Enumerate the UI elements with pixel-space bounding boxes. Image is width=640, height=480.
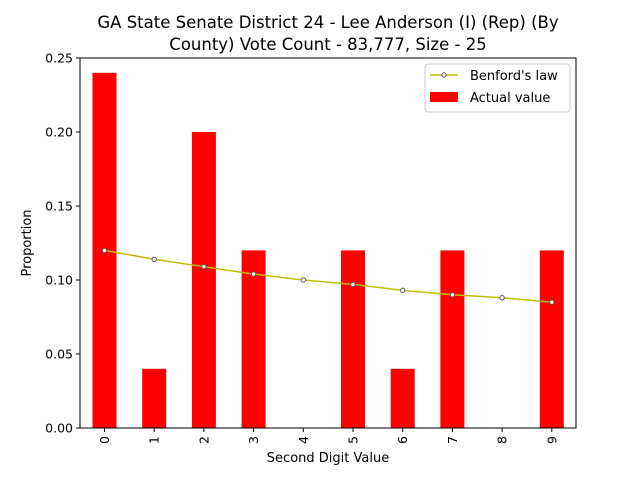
x-tick-label: 9 xyxy=(544,436,559,444)
bar-1 xyxy=(142,368,167,428)
benford-point-3 xyxy=(250,271,257,277)
benford-point-8 xyxy=(499,295,505,301)
benford-point-6 xyxy=(400,287,406,294)
legend: Benford's law Actual value xyxy=(424,63,571,113)
legend-bar-swatch xyxy=(430,92,458,102)
benford-point-1 xyxy=(151,256,157,262)
bar-series xyxy=(92,72,564,429)
bar-5 xyxy=(341,250,365,428)
x-tick-label: 5 xyxy=(346,436,361,444)
x-tick-label: 3 xyxy=(246,436,261,444)
benford-point-5 xyxy=(350,281,356,288)
x-tick-label: 0 xyxy=(97,436,112,444)
y-axis: 0.00 0.05 0.10 0.15 0.20 0.25 xyxy=(45,51,80,436)
plot-frame xyxy=(79,57,577,429)
x-tick-label: 2 xyxy=(196,436,211,444)
benford-point-4 xyxy=(300,277,306,283)
y-tick-label: 0.05 xyxy=(45,347,73,362)
x-axis-label: Second Digit Value xyxy=(267,451,389,466)
line-series xyxy=(101,247,555,305)
bar-7 xyxy=(440,250,465,428)
y-tick-label: 0.25 xyxy=(45,51,73,66)
y-tick-label: 0.10 xyxy=(45,273,73,288)
bar-9 xyxy=(539,250,564,428)
chart-title-line-1: GA State Senate District 24 - Lee Anders… xyxy=(97,13,558,32)
benford-point-0 xyxy=(101,247,108,254)
bar-6 xyxy=(390,368,415,428)
x-tick-label: 4 xyxy=(296,436,311,444)
benford-point-7 xyxy=(449,292,456,298)
legend-line-marker xyxy=(441,72,447,78)
y-tick-label: 0.15 xyxy=(45,199,73,214)
bar-3 xyxy=(241,250,266,428)
benford-point-2 xyxy=(201,263,207,270)
legend-box xyxy=(424,63,571,113)
y-tick-label: 0.00 xyxy=(45,421,73,436)
x-tick-label: 8 xyxy=(495,436,510,444)
x-tick-label: 6 xyxy=(395,436,410,444)
x-tick-label: 7 xyxy=(445,436,460,444)
x-axis: 0 1 2 3 4 5 6 7 8 9 xyxy=(97,428,559,444)
chart-title-line-2: County) Vote Count - 83,777, Size - 25 xyxy=(169,35,486,54)
x-tick-label: 1 xyxy=(147,436,162,444)
legend-label-actual: Actual value xyxy=(470,91,550,106)
y-axis-label: Proportion xyxy=(20,209,35,276)
benford-line xyxy=(104,249,552,303)
bar-2 xyxy=(191,132,216,428)
benford-point-9 xyxy=(549,299,555,305)
legend-label-benford: Benford's law xyxy=(470,69,558,84)
y-tick-label: 0.20 xyxy=(45,125,73,140)
